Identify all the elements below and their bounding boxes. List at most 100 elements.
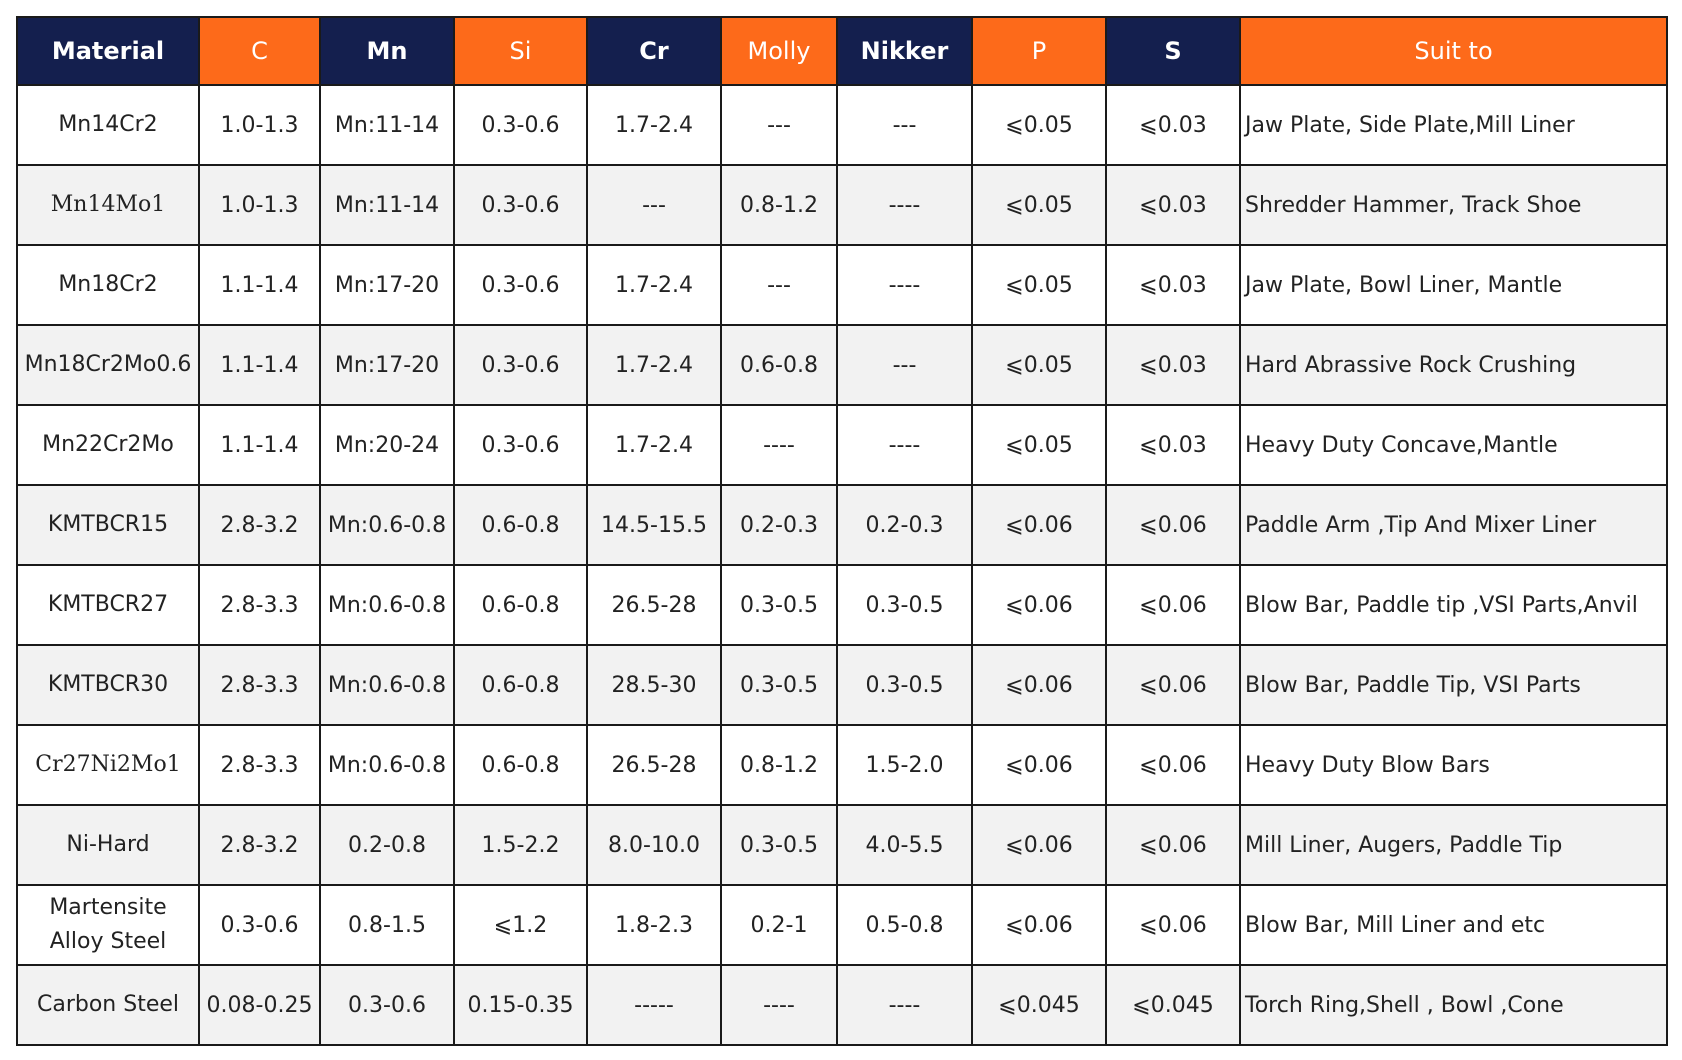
value-cell: 1.8-2.3	[586, 884, 722, 966]
value-cell: 0.2-0.8	[319, 804, 455, 886]
value-cell: 0.6-0.8	[453, 564, 588, 646]
value-cell: 0.6-0.8	[453, 724, 588, 806]
value-cell: ⩽0.05	[971, 244, 1107, 326]
table-row: Ni-Hard 2.8-3.2 0.2-0.8 1.5-2.2 8.0-10.0 0.3-…	[16, 804, 1668, 886]
value-cell: 0.2-0.3	[836, 484, 973, 566]
value-cell: 0.3-0.6	[453, 404, 588, 486]
value-cell: Mn:0.6-0.8	[319, 644, 455, 726]
value-cell: 1.1-1.4	[198, 244, 321, 326]
value-cell: 1.5-2.0	[836, 724, 973, 806]
value-cell: 2.8-3.3	[198, 644, 321, 726]
value-cell: Mn:0.6-0.8	[319, 564, 455, 646]
value-cell: ⩽0.06	[1105, 564, 1241, 646]
value-cell: 1.7-2.4	[586, 324, 722, 406]
value-cell: 2.8-3.3	[198, 564, 321, 646]
table-row: Cr27Ni2Mo1 2.8-3.3 Mn:0.6-0.8 0.6-0.8 26.5-2…	[16, 724, 1668, 806]
value-cell: ---	[836, 324, 973, 406]
material-cell: Ni-Hard	[16, 804, 200, 886]
column-header: S	[1105, 16, 1241, 86]
table-row: Carbon Steel 0.08-0.25 0.3-0.6 0.15-0.35 ---…	[16, 964, 1668, 1046]
value-cell: 1.0-1.3	[198, 164, 321, 246]
value-cell: ----	[720, 404, 838, 486]
value-cell: 1.5-2.2	[453, 804, 588, 886]
material-cell: Mn22Cr2Mo	[16, 404, 200, 486]
value-cell: ----	[836, 164, 973, 246]
application-cell: Blow Bar, Paddle Tip, VSI Parts	[1239, 644, 1668, 726]
column-header: Molly	[720, 16, 838, 86]
value-cell: ⩽0.06	[1105, 804, 1241, 886]
table-row: KMTBCR27 2.8-3.3 Mn:0.6-0.8 0.6-0.8 26.5-28 0…	[16, 564, 1668, 646]
application-cell: Torch Ring,Shell , Bowl ,Cone	[1239, 964, 1668, 1046]
value-cell: ⩽0.06	[971, 884, 1107, 966]
value-cell: 0.3-0.6	[319, 964, 455, 1046]
column-header: Si	[453, 16, 588, 86]
value-cell: ⩽0.06	[1105, 644, 1241, 726]
value-cell: ⩽0.06	[1105, 724, 1241, 806]
table-row: KMTBCR30 2.8-3.3 Mn:0.6-0.8 0.6-0.8 28.5-30 0…	[16, 644, 1668, 726]
value-cell: 26.5-28	[586, 724, 722, 806]
material-cell: Carbon Steel	[16, 964, 200, 1046]
application-cell: Blow Bar, Mill Liner and etc	[1239, 884, 1668, 966]
value-cell: Mn:17-20	[319, 324, 455, 406]
application-cell: Heavy Duty Blow Bars	[1239, 724, 1668, 806]
value-cell: ---	[836, 84, 973, 166]
value-cell: 0.6-0.8	[453, 484, 588, 566]
value-cell: 1.1-1.4	[198, 404, 321, 486]
application-cell: Shredder Hammer, Track Shoe	[1239, 164, 1668, 246]
column-header: Material	[16, 16, 200, 86]
table-row: Mn18Cr2 1.1-1.4 Mn:17-20 0.3-0.6 1.7-2.4 --- -…	[16, 244, 1668, 326]
material-cell: Martensite Alloy Steel	[16, 884, 200, 966]
value-cell: ⩽0.03	[1105, 324, 1241, 406]
value-cell: Mn:0.6-0.8	[319, 484, 455, 566]
value-cell: 1.7-2.4	[586, 404, 722, 486]
application-cell: Hard Abrassive Rock Crushing	[1239, 324, 1668, 406]
value-cell: ---	[720, 244, 838, 326]
value-cell: 0.6-0.8	[720, 324, 838, 406]
material-cell: Cr27Ni2Mo1	[16, 724, 200, 806]
material-cell: KMTBCR30	[16, 644, 200, 726]
value-cell: 8.0-10.0	[586, 804, 722, 886]
column-header: Nikker	[836, 16, 973, 86]
value-cell: 0.8-1.5	[319, 884, 455, 966]
value-cell: 2.8-3.3	[198, 724, 321, 806]
value-cell: ⩽0.03	[1105, 404, 1241, 486]
column-header: Suit to	[1239, 16, 1668, 86]
value-cell: Mn:11-14	[319, 84, 455, 166]
material-cell: Mn18Cr2Mo0.6	[16, 324, 200, 406]
material-cell: Mn18Cr2	[16, 244, 200, 326]
material-cell: Mn14Cr2	[16, 84, 200, 166]
value-cell: 0.6-0.8	[453, 644, 588, 726]
value-cell: 0.3-0.6	[453, 84, 588, 166]
column-header: C	[198, 16, 321, 86]
value-cell: 1.1-1.4	[198, 324, 321, 406]
value-cell: ---	[586, 164, 722, 246]
value-cell: 0.3-0.6	[453, 244, 588, 326]
table-row: Mn14Mo1 1.0-1.3 Mn:11-14 0.3-0.6 --- 0.8-1.2-…	[16, 164, 1668, 246]
value-cell: ----	[836, 964, 973, 1046]
value-cell: 0.2-1	[720, 884, 838, 966]
value-cell: Mn:11-14	[319, 164, 455, 246]
value-cell: ⩽0.06	[971, 484, 1107, 566]
value-cell: 0.3-0.6	[453, 164, 588, 246]
value-cell: ⩽0.03	[1105, 84, 1241, 166]
value-cell: 0.8-1.2	[720, 164, 838, 246]
value-cell: ⩽0.06	[971, 644, 1107, 726]
value-cell: 28.5-30	[586, 644, 722, 726]
value-cell: ----	[836, 404, 973, 486]
table-row: Martensite Alloy Steel 0.3-0.6 0.8-1.5 ⩽1.2…	[16, 884, 1668, 966]
value-cell: ⩽0.05	[971, 404, 1107, 486]
value-cell: ⩽0.06	[1105, 884, 1241, 966]
application-cell: Heavy Duty Concave,Mantle	[1239, 404, 1668, 486]
value-cell: ⩽0.06	[971, 724, 1107, 806]
column-header: Cr	[586, 16, 722, 86]
value-cell: 0.3-0.5	[720, 644, 838, 726]
value-cell: ⩽0.03	[1105, 164, 1241, 246]
value-cell: ----	[836, 244, 973, 326]
value-cell: 2.8-3.2	[198, 484, 321, 566]
application-cell: Blow Bar, Paddle tip ,VSI Parts,Anvil	[1239, 564, 1668, 646]
table-row: KMTBCR15 2.8-3.2 Mn:0.6-0.8 0.6-0.8 14.5-15.…	[16, 484, 1668, 566]
value-cell: ⩽0.05	[971, 164, 1107, 246]
value-cell: ⩽0.06	[1105, 484, 1241, 566]
value-cell: 26.5-28	[586, 564, 722, 646]
table-body: Mn14Cr2 1.0-1.3 Mn:11-14 0.3-0.6 1.7-2.4 --- -…	[16, 84, 1668, 1046]
